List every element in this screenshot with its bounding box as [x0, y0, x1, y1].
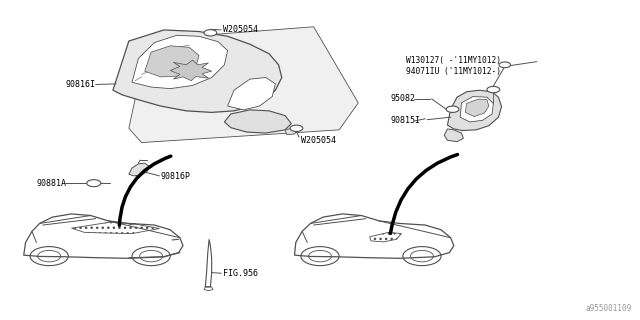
Polygon shape	[113, 30, 282, 112]
Polygon shape	[129, 163, 149, 176]
Polygon shape	[132, 35, 228, 89]
Polygon shape	[444, 129, 463, 142]
Polygon shape	[170, 60, 212, 81]
Text: 90816I: 90816I	[66, 80, 96, 89]
Polygon shape	[285, 128, 298, 135]
Polygon shape	[460, 97, 493, 122]
Text: W130127( -'11MY1012): W130127( -'11MY1012)	[406, 56, 501, 65]
Text: a955001109: a955001109	[586, 304, 632, 313]
Text: 90881A: 90881A	[36, 179, 67, 188]
Circle shape	[499, 62, 511, 68]
Text: 90815I: 90815I	[390, 116, 420, 125]
Polygon shape	[129, 27, 358, 142]
Text: 95082: 95082	[390, 94, 415, 103]
Text: W205054: W205054	[223, 25, 258, 35]
Circle shape	[290, 125, 303, 132]
Polygon shape	[447, 90, 502, 131]
Text: W205054: W205054	[301, 135, 336, 145]
Polygon shape	[465, 99, 489, 116]
Polygon shape	[228, 77, 275, 110]
Polygon shape	[225, 110, 291, 133]
Circle shape	[487, 86, 500, 93]
Circle shape	[87, 180, 100, 187]
Text: 90816P: 90816P	[161, 172, 191, 181]
Circle shape	[204, 30, 217, 36]
Text: FIG.956: FIG.956	[223, 269, 258, 278]
Polygon shape	[145, 46, 199, 77]
Circle shape	[446, 106, 459, 112]
Text: 94071IU ('11MY1012-): 94071IU ('11MY1012-)	[406, 67, 501, 76]
